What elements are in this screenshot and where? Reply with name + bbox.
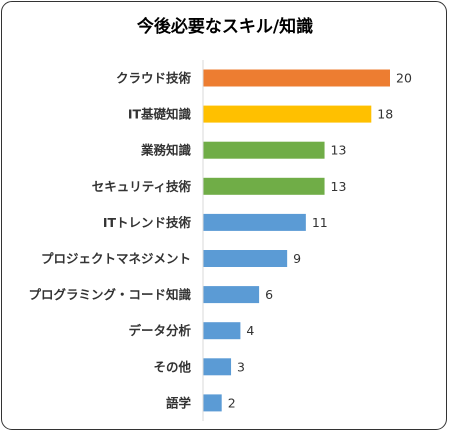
data-label: 11 bbox=[312, 215, 328, 230]
chart-title: 今後必要なスキル/知識 bbox=[136, 17, 314, 37]
bar bbox=[203, 322, 241, 340]
bar bbox=[203, 358, 232, 376]
category-label: その他 bbox=[153, 359, 191, 374]
bar bbox=[203, 141, 325, 159]
category-label: データ分析 bbox=[128, 323, 191, 338]
data-label: 18 bbox=[377, 107, 393, 122]
category-label: クラウド技術 bbox=[116, 71, 192, 86]
category-label: 業務知識 bbox=[140, 143, 192, 158]
category-label: ITトレンド技術 bbox=[103, 215, 192, 230]
category-label: 語学 bbox=[166, 395, 192, 410]
category-label: IT基礎知識 bbox=[128, 107, 192, 122]
category-label: プログラミング・コード知識 bbox=[28, 287, 191, 302]
data-label: 13 bbox=[331, 179, 347, 194]
data-label: 4 bbox=[246, 323, 254, 338]
data-label: 13 bbox=[331, 143, 347, 158]
value-labels: 20 18 13 13 11 9 6 4 3 2 bbox=[228, 71, 412, 411]
category-label: セキュリティ技術 bbox=[92, 179, 192, 194]
bar bbox=[203, 69, 390, 87]
data-label: 2 bbox=[228, 395, 236, 410]
bar bbox=[203, 105, 372, 123]
bars bbox=[203, 69, 390, 412]
data-label: 3 bbox=[237, 359, 245, 374]
data-label: 20 bbox=[396, 71, 412, 86]
bar bbox=[203, 394, 222, 412]
category-label: プロジェクトマネジメント bbox=[41, 251, 191, 266]
bar bbox=[203, 213, 306, 231]
bar bbox=[203, 250, 288, 267]
data-label: 9 bbox=[293, 251, 301, 266]
data-label: 6 bbox=[265, 287, 273, 302]
bar bbox=[203, 286, 260, 304]
bar bbox=[203, 177, 325, 195]
